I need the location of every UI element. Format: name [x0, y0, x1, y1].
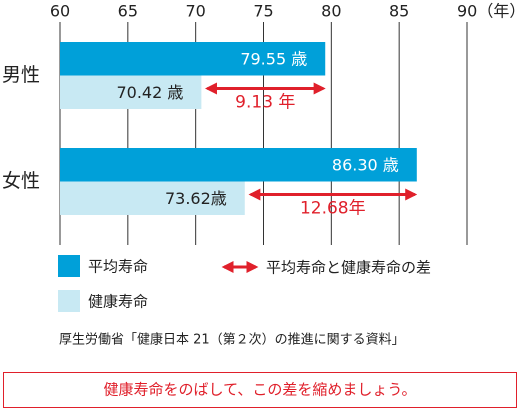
x-tick-label: 65	[118, 2, 138, 21]
value-label: 86.30 歳	[332, 155, 399, 174]
x-tick-label: 75	[253, 2, 273, 21]
legend-label: 健康寿命	[88, 293, 148, 311]
gap-label: 12.68年	[300, 199, 366, 219]
x-tick-label: 90（年）	[457, 2, 520, 21]
x-tick-label: 70	[185, 2, 205, 21]
value-label: 73.62歳	[165, 189, 227, 208]
x-tick-label: 80	[321, 2, 341, 21]
x-tick-label: 60	[50, 2, 70, 21]
category-label: 男性	[2, 64, 40, 86]
value-label: 79.55 歳	[240, 49, 307, 68]
legend-swatch	[58, 255, 80, 277]
bar	[60, 181, 245, 215]
bar	[60, 148, 417, 182]
x-tick-label: 85	[389, 2, 409, 21]
message-box	[3, 372, 517, 408]
bar	[60, 42, 326, 76]
legend-label: 平均寿命	[88, 258, 148, 276]
legend-swatch	[58, 290, 80, 312]
bar	[60, 75, 202, 109]
value-label: 70.42 歳	[116, 83, 183, 102]
message: 健康寿命をのばして、この差を縮めましょう。	[104, 381, 417, 399]
legend-label: 平均寿命と健康寿命の差	[266, 259, 431, 277]
source: 厚生労働省「健康日本 21（第２次）の推進に関する資料」	[59, 332, 405, 348]
category-label: 女性	[2, 170, 40, 192]
gap-label: 9.13 年	[235, 93, 295, 113]
